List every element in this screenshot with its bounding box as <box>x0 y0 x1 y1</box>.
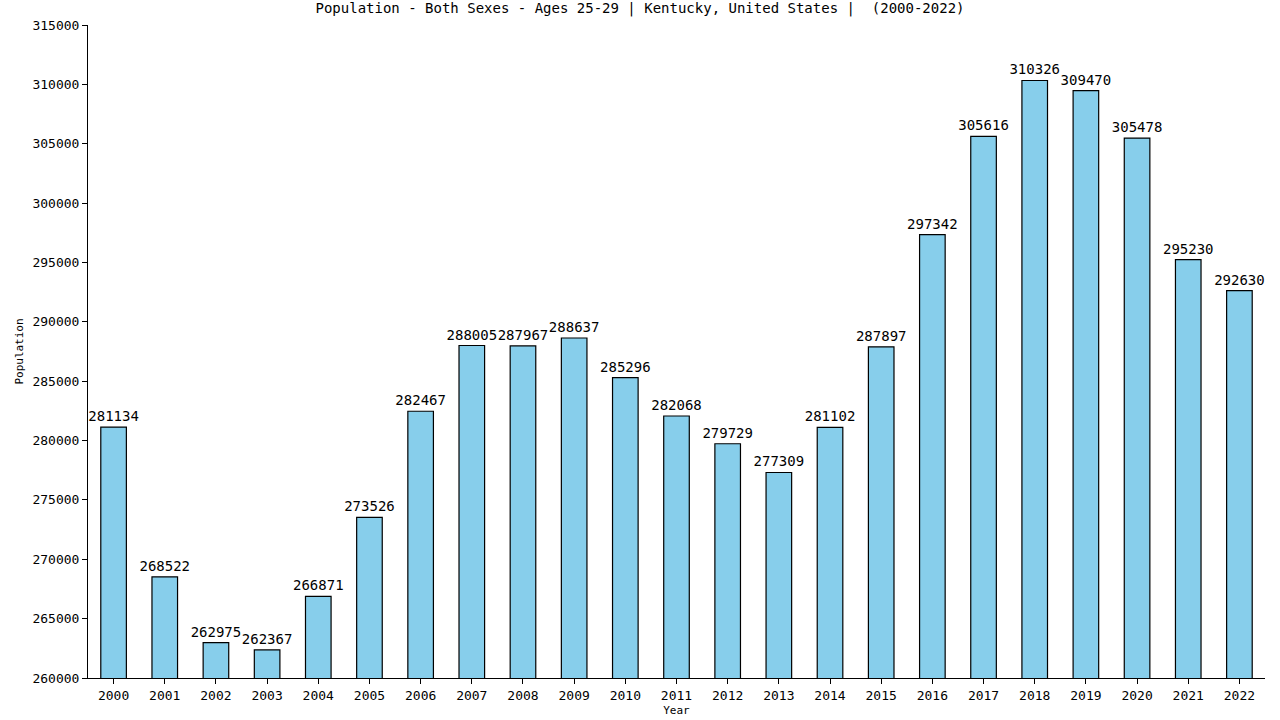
svg-text:2021: 2021 <box>1173 688 1204 703</box>
svg-text:285296: 285296 <box>600 359 651 375</box>
svg-text:2014: 2014 <box>814 688 845 703</box>
svg-text:282068: 282068 <box>651 397 702 413</box>
svg-text:295230: 295230 <box>1163 241 1214 257</box>
svg-text:2002: 2002 <box>200 688 231 703</box>
svg-text:287897: 287897 <box>856 328 907 344</box>
svg-text:295000: 295000 <box>32 255 79 270</box>
svg-text:2008: 2008 <box>507 688 538 703</box>
svg-text:279729: 279729 <box>702 425 753 441</box>
svg-text:262367: 262367 <box>242 631 293 647</box>
svg-text:Year: Year <box>663 704 690 717</box>
svg-text:268522: 268522 <box>139 558 190 574</box>
svg-text:288637: 288637 <box>549 319 600 335</box>
svg-text:277309: 277309 <box>754 453 805 469</box>
svg-text:Population - Both Sexes - Ages: Population - Both Sexes - Ages 25-29 | K… <box>315 0 964 17</box>
svg-text:Population: Population <box>13 318 26 384</box>
svg-text:2000: 2000 <box>98 688 129 703</box>
svg-text:305000: 305000 <box>32 136 79 151</box>
svg-text:2017: 2017 <box>968 688 999 703</box>
svg-text:2019: 2019 <box>1070 688 1101 703</box>
svg-text:280000: 280000 <box>32 433 79 448</box>
svg-text:287967: 287967 <box>498 327 549 343</box>
svg-text:266871: 266871 <box>293 577 344 593</box>
svg-text:2010: 2010 <box>610 688 641 703</box>
svg-text:310000: 310000 <box>32 77 79 92</box>
svg-text:281134: 281134 <box>88 408 139 424</box>
svg-text:290000: 290000 <box>32 314 79 329</box>
svg-text:2013: 2013 <box>763 688 794 703</box>
svg-text:315000: 315000 <box>32 18 79 33</box>
svg-text:288005: 288005 <box>447 327 498 343</box>
svg-text:265000: 265000 <box>32 611 79 626</box>
svg-text:300000: 300000 <box>32 196 79 211</box>
svg-text:2020: 2020 <box>1121 688 1152 703</box>
svg-text:2016: 2016 <box>917 688 948 703</box>
svg-text:2011: 2011 <box>661 688 692 703</box>
svg-text:2006: 2006 <box>405 688 436 703</box>
svg-text:305478: 305478 <box>1112 119 1163 135</box>
svg-text:260000: 260000 <box>32 671 79 686</box>
svg-text:2003: 2003 <box>251 688 282 703</box>
svg-text:309470: 309470 <box>1061 72 1112 88</box>
svg-text:285000: 285000 <box>32 374 79 389</box>
svg-text:310326: 310326 <box>1009 61 1060 77</box>
svg-text:2015: 2015 <box>866 688 897 703</box>
svg-text:2018: 2018 <box>1019 688 1050 703</box>
svg-text:2005: 2005 <box>354 688 385 703</box>
svg-text:292630: 292630 <box>1214 272 1265 288</box>
svg-text:2009: 2009 <box>558 688 589 703</box>
svg-text:305616: 305616 <box>958 117 1009 133</box>
svg-text:281102: 281102 <box>805 408 856 424</box>
svg-text:2022: 2022 <box>1224 688 1255 703</box>
svg-text:2012: 2012 <box>712 688 743 703</box>
svg-text:2004: 2004 <box>303 688 334 703</box>
svg-text:275000: 275000 <box>32 492 79 507</box>
svg-text:262975: 262975 <box>191 624 242 640</box>
svg-text:2007: 2007 <box>456 688 487 703</box>
svg-text:270000: 270000 <box>32 552 79 567</box>
svg-text:297342: 297342 <box>907 216 958 232</box>
svg-text:273526: 273526 <box>344 498 395 514</box>
svg-text:2001: 2001 <box>149 688 180 703</box>
svg-text:282467: 282467 <box>395 392 446 408</box>
